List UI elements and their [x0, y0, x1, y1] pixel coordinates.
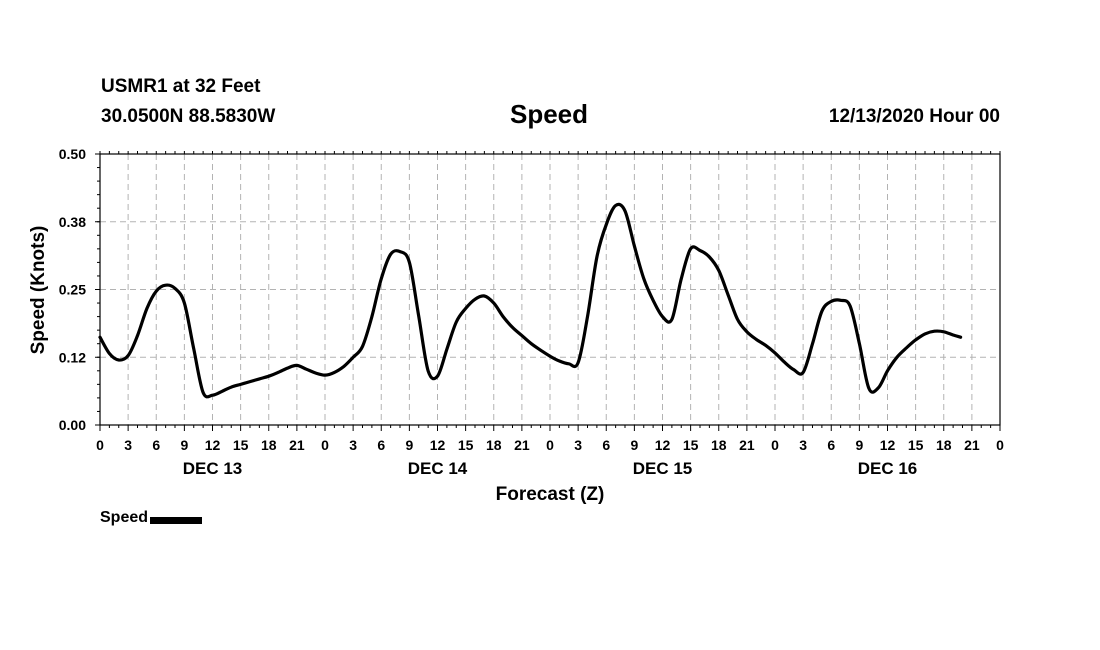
run-time-label: 12/13/2020 Hour 00: [828, 106, 1000, 127]
chart-title-text: Speed: [509, 99, 589, 129]
day-label: DEC 16: [858, 459, 918, 478]
coordinates-label: 30.0500N 88.5830W: [101, 106, 276, 127]
x-tick-label: 0: [771, 437, 779, 453]
x-tick-label: 12: [430, 437, 446, 453]
x-tick-label: 21: [739, 437, 755, 453]
x-tick-label: 6: [827, 437, 835, 453]
x-tick-label: 3: [799, 437, 807, 453]
x-tick-label: 9: [405, 437, 413, 453]
x-tick-label: 12: [205, 437, 221, 453]
x-tick-label: 9: [855, 437, 863, 453]
x-tick-label: 12: [880, 437, 896, 453]
x-tick-label: 3: [349, 437, 357, 453]
day-label: DEC 14: [408, 459, 468, 478]
y-tick-label: 0.38: [59, 214, 86, 230]
day-label: DEC 13: [183, 459, 243, 478]
x-tick-label: 9: [630, 437, 638, 453]
chart-title: Speed: [0, 99, 1100, 130]
x-tick-label: 3: [574, 437, 582, 453]
x-tick-label: 15: [683, 437, 699, 453]
x-tick-label: 21: [289, 437, 305, 453]
station-label: USMR1 at 32 Feet: [101, 76, 261, 97]
speed-series-line: [98, 202, 963, 399]
x-axis-label: Forecast (Z): [496, 484, 605, 505]
day-labels: DEC 13 DEC 14 DEC 15 DEC 16: [183, 459, 918, 478]
x-tick-label: 18: [486, 437, 502, 453]
x-tick-label: 0: [996, 437, 1004, 453]
x-tick-label: 15: [908, 437, 924, 453]
x-tick-label: 9: [180, 437, 188, 453]
legend-swatch: [150, 516, 203, 524]
y-tick-label: 0.25: [59, 282, 86, 298]
x-tick-label: 21: [964, 437, 980, 453]
x-tick-label: 21: [514, 437, 530, 453]
x-tick-labels: 0 3 6 9 12 15 18 21 0 3 6 9 12 15 18 21 0 3 6 9 12 15 18 21 0 3 6 9…: [96, 437, 1004, 453]
x-tick-label: 6: [377, 437, 385, 453]
y-tick-label: 0.00: [59, 417, 86, 433]
x-tick-label: 15: [233, 437, 249, 453]
grid-lines: [100, 154, 1000, 425]
x-tick-label: 3: [124, 437, 132, 453]
x-tick-label: 0: [546, 437, 554, 453]
x-tick-label: 18: [711, 437, 727, 453]
x-tick-label: 18: [261, 437, 277, 453]
y-tick-labels: 0.00 0.12 0.25 0.38 0.50: [59, 146, 86, 433]
x-tick-label: 15: [458, 437, 474, 453]
day-label: DEC 15: [633, 459, 693, 478]
legend: Speed: [100, 509, 203, 527]
x-tick-label: 0: [96, 437, 104, 453]
y-tick-label: 0.50: [59, 146, 86, 162]
legend-label: Speed: [100, 509, 149, 526]
x-tick-label: 6: [602, 437, 610, 453]
axis-ticks: [95, 151, 1001, 431]
x-tick-label: 12: [655, 437, 671, 453]
y-axis-label: Speed (Knots): [28, 226, 49, 355]
x-tick-label: 6: [152, 437, 160, 453]
x-tick-label: 18: [936, 437, 952, 453]
y-tick-label: 0.12: [59, 349, 86, 365]
x-tick-label: 0: [321, 437, 329, 453]
